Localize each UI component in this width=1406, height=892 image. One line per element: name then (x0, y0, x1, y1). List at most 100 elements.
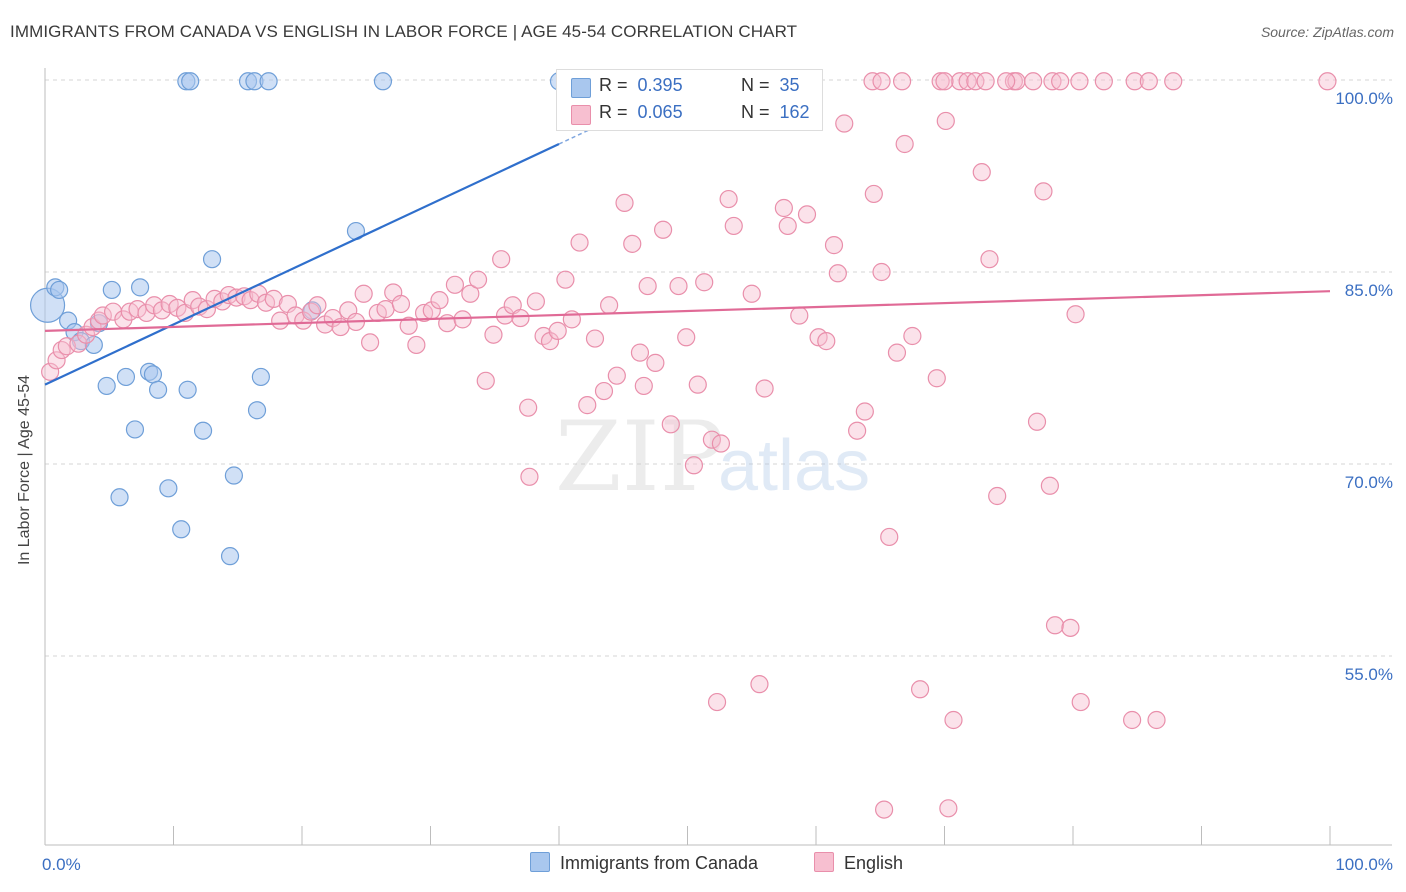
point-english (578, 396, 597, 415)
point-english (892, 72, 912, 91)
point-english (1094, 72, 1113, 91)
point-english (936, 111, 955, 131)
legend-r-value-canada: 0.395 (637, 75, 683, 95)
point-canada (159, 479, 178, 498)
point-canada (202, 250, 222, 269)
point-english (848, 421, 867, 440)
point-english (980, 250, 999, 269)
point-english (972, 163, 991, 182)
point-english (1027, 412, 1047, 431)
point-canada (247, 401, 267, 420)
point-english (137, 303, 156, 323)
point-canada (251, 367, 270, 387)
point-english (875, 800, 894, 819)
point-canada (110, 488, 129, 507)
point-english (520, 467, 539, 486)
point-english (57, 337, 76, 356)
point-canada (193, 421, 213, 440)
point-canada (125, 420, 145, 439)
point-english (997, 72, 1016, 91)
point-english (1051, 72, 1070, 91)
point-english (41, 362, 60, 381)
point-english (887, 343, 907, 362)
point-english (445, 275, 465, 294)
bottom-legend-label-english: English (844, 853, 904, 873)
point-english (702, 430, 722, 449)
point-english (669, 276, 688, 296)
trend-line-english (44, 290, 1331, 332)
point-canada (148, 380, 168, 399)
point-english (1066, 305, 1085, 324)
point-english (526, 292, 545, 311)
point-english (585, 329, 605, 348)
point-english (719, 189, 738, 209)
legend-r-label: R = (599, 102, 628, 122)
point-canada (224, 466, 243, 485)
point-english (407, 335, 426, 355)
point-english (824, 236, 844, 255)
point-canada (143, 365, 163, 384)
point-english (1071, 692, 1090, 712)
point-english (750, 675, 769, 694)
axes (44, 68, 1392, 846)
point-english (855, 402, 874, 421)
point-english (835, 114, 854, 133)
watermark: ZIP atlas (555, 401, 870, 513)
point-canada (373, 72, 393, 91)
point-english (623, 234, 642, 253)
point-english (817, 332, 836, 351)
point-english (264, 289, 283, 308)
point-english (711, 434, 731, 453)
point-english (519, 398, 538, 417)
y-tick-label: 55.0% (1345, 665, 1393, 684)
point-english (828, 264, 847, 283)
point-english (492, 250, 511, 269)
y-tick-label: 100.0% (1335, 89, 1393, 108)
point-english (778, 216, 797, 236)
watermark-zip: ZIP (555, 401, 724, 513)
bottom-legend-swatch-canada (530, 852, 550, 872)
bottom-legend-english[interactable]: English (814, 852, 903, 874)
point-english (376, 300, 395, 319)
point-english (677, 328, 696, 347)
point-english (1164, 72, 1183, 91)
legend-r-label: R = (599, 75, 628, 95)
x-tick-label-max: 100.0% (1335, 855, 1393, 874)
point-english (742, 284, 761, 303)
point-english (361, 333, 380, 352)
point-english (724, 216, 743, 236)
point-english (540, 332, 560, 351)
point-english (461, 284, 480, 303)
bottom-legend-canada[interactable]: Immigrants from Canada (530, 852, 758, 874)
point-english (966, 72, 985, 91)
point-english (931, 72, 950, 91)
point-english (1147, 710, 1166, 730)
point-english (755, 379, 774, 398)
point-english (308, 296, 327, 315)
point-english (630, 343, 650, 362)
point-english (895, 134, 914, 154)
legend-n-label: N = (741, 75, 770, 95)
point-english (988, 486, 1007, 506)
legend-n-value-english: 162 (779, 102, 810, 122)
point-english (688, 375, 707, 394)
point-canada (172, 520, 191, 539)
point-english (607, 366, 626, 385)
point-english (548, 321, 567, 340)
gridlines (45, 79, 1392, 657)
bottom-legend-swatch-english (814, 852, 834, 872)
stats-legend: R = 0.395 N = 35 R = 0.065 N = 162 (556, 69, 823, 131)
point-canada (303, 301, 322, 320)
point-english (600, 296, 619, 315)
point-canada (97, 376, 116, 396)
point-english (707, 692, 727, 712)
point-canada (116, 367, 136, 387)
point-english (684, 456, 704, 475)
point-english (570, 233, 589, 252)
point-english (1070, 72, 1089, 91)
point-canada (50, 280, 69, 300)
point-english (634, 376, 653, 396)
legend-n-label: N = (741, 102, 770, 122)
point-english (695, 273, 714, 292)
